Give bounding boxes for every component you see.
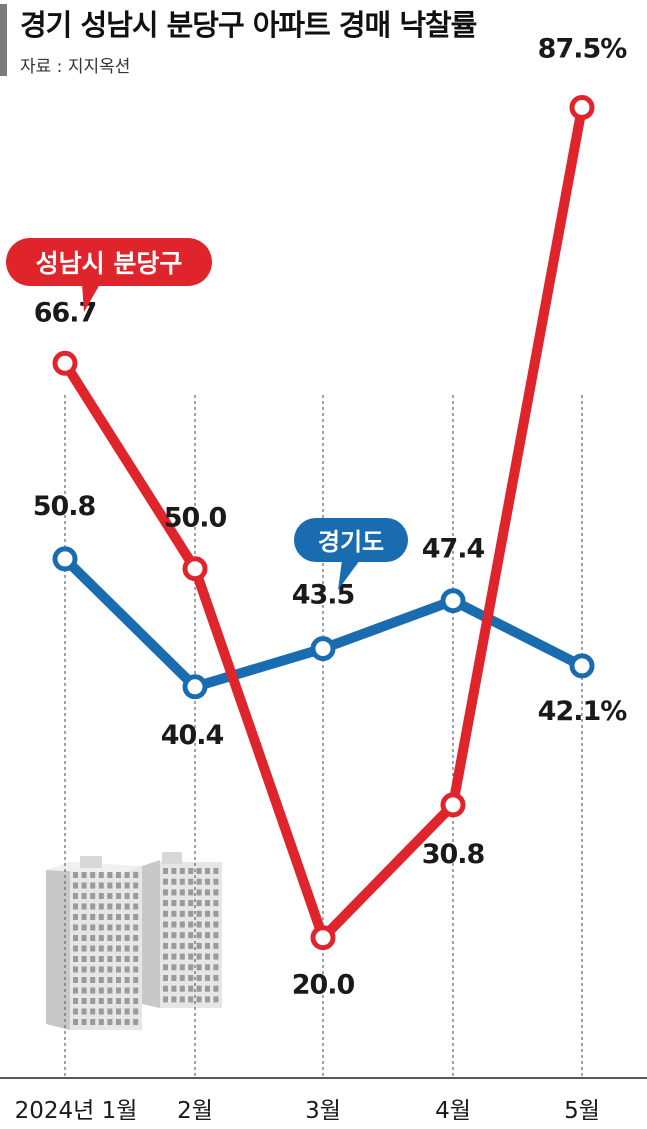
data-label: 47.4 — [422, 534, 485, 565]
data-label: 30.8 — [422, 839, 485, 870]
data-point — [52, 350, 78, 376]
data-label: 87.5% — [538, 33, 628, 64]
title-accent-bar — [0, 4, 7, 76]
x-tick-label: 2월 — [177, 1098, 213, 1124]
data-label: 50.0 — [164, 503, 227, 534]
data-point — [52, 546, 78, 572]
chart-title: 경기 성남시 분당구 아파트 경매 낙찰률 — [20, 8, 477, 42]
legend-callout-blue: 경기도 — [294, 518, 408, 590]
data-point — [310, 636, 336, 662]
data-point — [182, 674, 208, 700]
data-point — [440, 588, 466, 614]
x-tick-label: 2024년 1월 — [15, 1098, 138, 1124]
x-tick-label: 5월 — [564, 1098, 600, 1124]
data-label: 20.0 — [292, 970, 355, 1001]
x-tick-label: 3월 — [305, 1098, 341, 1124]
data-label: 40.4 — [161, 720, 224, 751]
data-label: 42.1% — [538, 696, 628, 727]
legend-label-blue: 경기도 — [318, 528, 384, 556]
data-label: 43.5 — [292, 580, 355, 611]
chart-source: 자료 : 지지옥션 — [20, 57, 131, 77]
legend-callout-red: 성남시 분당구 — [6, 238, 212, 312]
data-point — [569, 95, 595, 120]
data-label: 50.8 — [33, 491, 96, 522]
legend-label-red: 성남시 분당구 — [36, 249, 183, 278]
data-point — [569, 653, 595, 679]
data-point — [440, 792, 466, 818]
x-tick-label: 4월 — [435, 1098, 471, 1124]
data-point — [182, 556, 208, 582]
apartment-buildings-illustration — [46, 852, 222, 1030]
data-point — [310, 925, 336, 951]
